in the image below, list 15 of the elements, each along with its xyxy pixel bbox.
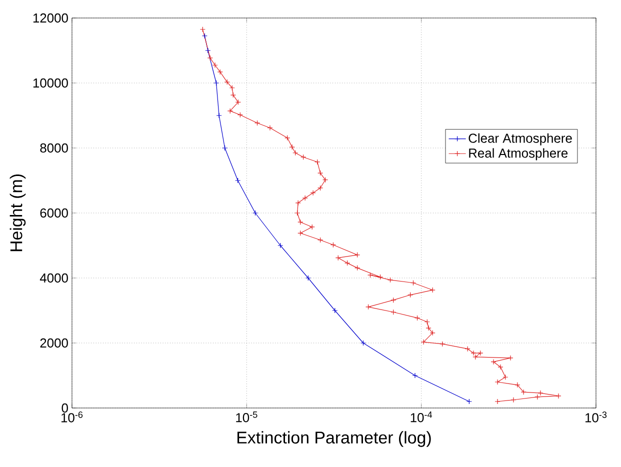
y-tick-label: 10000 — [33, 78, 68, 88]
y-tick-label: 6000 — [40, 208, 68, 218]
y-tick-label: 4000 — [40, 273, 68, 283]
y-tick-label: 8000 — [40, 143, 68, 153]
x-tick-label: 10$^{-5}$ — [236, 412, 258, 422]
y-axis-title: Height (m) — [10, 174, 26, 252]
y-tick-label: 0 — [62, 403, 68, 413]
x-tick-label: 10$^{-3}$ — [585, 412, 607, 422]
legend-label: Clear Atmosphere — [468, 133, 572, 146]
legend-label: Real Atmosphere — [469, 148, 568, 160]
x-tick-label: 10$^{-6}$ — [61, 412, 83, 422]
x-tick-label: 10$^{-4}$ — [410, 412, 432, 422]
y-tick-label: 12000 — [33, 13, 68, 23]
y-tick-label: 2000 — [40, 338, 68, 348]
x-axis-title: Extinction Parameter (log) — [237, 431, 431, 447]
